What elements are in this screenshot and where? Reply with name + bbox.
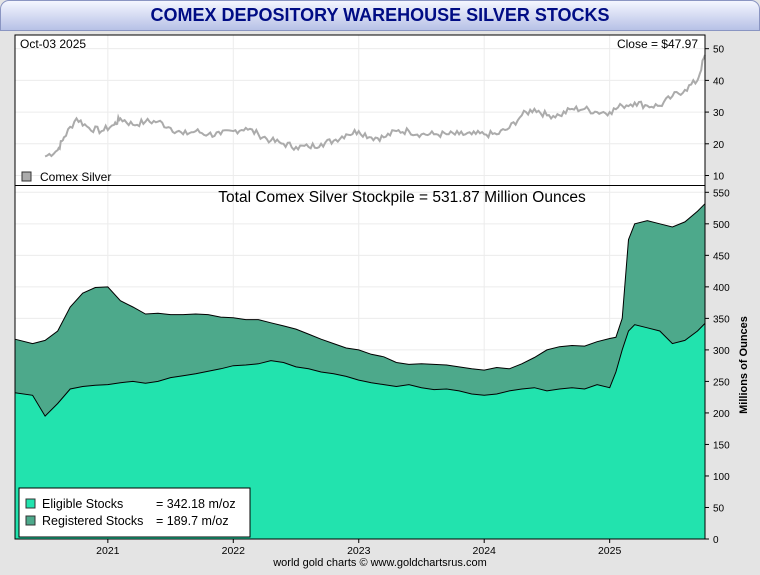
x-tick-label: 2021 [96, 545, 120, 557]
stocks-y-tick-label: 50 [713, 503, 725, 514]
stocks-y-tick-label: 300 [713, 346, 730, 357]
price-y-tick-label: 10 [713, 171, 725, 182]
stocks-y-tick-label: 450 [713, 251, 730, 262]
price-y-tick-label: 40 [713, 76, 725, 87]
legend-label-comex-silver: Comex Silver [40, 170, 111, 184]
x-tick-label: 2023 [347, 545, 371, 557]
x-tick-label: 2024 [473, 545, 497, 557]
eligible-stocks-outline [14, 323, 706, 417]
stocks-y-tick-label: 400 [713, 283, 730, 294]
y-axis-label: Millions of Ounces [738, 316, 750, 414]
stocks-y-tick-label: 550 [713, 188, 730, 199]
stocks-y-tick-label: 100 [713, 472, 730, 483]
price-line [44, 54, 706, 158]
legend-label-registered: Registered Stocks [42, 514, 143, 528]
stocks-y-tick-label: 500 [713, 220, 730, 231]
date-label: Oct-03 2025 [20, 37, 86, 51]
credit-footer: world gold charts © www.goldchartsrus.co… [273, 557, 487, 569]
legend-swatch-comex-silver [21, 171, 32, 182]
legend-label-eligible: Eligible Stocks [42, 497, 123, 511]
x-tick-label: 2022 [222, 545, 246, 557]
stocks-y-tick-label: 350 [713, 314, 730, 325]
legend-box [18, 487, 251, 538]
x-axis: 2021 2022 2023 2024 2025 [96, 539, 621, 557]
price-y-tick-label: 20 [713, 140, 725, 151]
plot-border [14, 34, 706, 540]
stocks-panel: Total Comex Silver Stockpile = 531.87 Mi… [14, 186, 750, 557]
legend-value-eligible: = 342.18 m/oz [156, 497, 236, 511]
stockpile-title: Total Comex Silver Stockpile = 531.87 Mi… [218, 189, 586, 206]
price-y-axis: 10 20 30 40 50 [705, 45, 725, 182]
legend-swatch-registered [25, 515, 36, 526]
legend-swatch-eligible [25, 498, 36, 509]
close-label: Close = $47.97 [617, 37, 698, 51]
stocks-y-tick-label: 150 [713, 440, 730, 451]
price-plot-area [15, 35, 705, 185]
stocks-y-tick-label: 0 [713, 535, 719, 546]
eligible-stocks-area [15, 323, 705, 539]
price-panel: Oct-03 2025 Close = $47.97 Comex Silver … [15, 35, 725, 185]
stocks-legend: Eligible Stocks = 342.18 m/oz Registered… [18, 487, 251, 538]
total-stocks-outline [14, 203, 706, 371]
price-y-tick-label: 50 [713, 45, 725, 56]
stocks-y-axis: 0 50 100 150 200 250 300 350 400 450 500 550 [705, 188, 730, 546]
x-tick-label: 2025 [598, 545, 622, 557]
stocks-y-tick-label: 200 [713, 409, 730, 420]
legend-value-registered: = 189.7 m/oz [156, 514, 229, 528]
stocks-y-tick-label: 250 [713, 377, 730, 388]
price-y-tick-label: 30 [713, 108, 725, 119]
chart-title: COMEX DEPOSITORY WAREHOUSE SILVER STOCKS [0, 0, 760, 31]
